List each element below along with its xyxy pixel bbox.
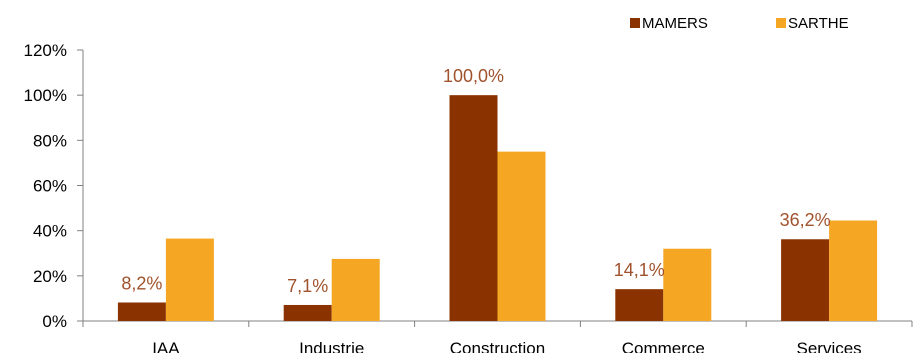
y-tick-label: 40% [33, 222, 67, 241]
y-tick-label: 100% [24, 86, 67, 105]
legend-swatch-mamers [630, 18, 640, 28]
data-label-construction: 100,0% [443, 66, 504, 86]
data-label-industrie: 7,1% [287, 276, 328, 296]
bar-mamers-industrie [283, 304, 332, 321]
bar-sarthe-services [829, 220, 878, 321]
bar-mamers-construction [449, 95, 498, 322]
data-label-iaa: 8,2% [121, 273, 162, 293]
y-tick-label: 120% [24, 41, 67, 60]
x-tick-label: Commerce [622, 339, 705, 353]
x-tick-label: Services [797, 339, 862, 353]
bar-mamers-iaa [117, 302, 166, 321]
data-label-commerce: 14,1% [614, 260, 665, 280]
x-tick-label: IAA [152, 339, 180, 353]
bar-sarthe-construction [497, 151, 546, 321]
bars [117, 95, 878, 322]
y-tick-label: 60% [33, 177, 67, 196]
bar-sarthe-iaa [165, 238, 214, 321]
axes: 0% 20% 40% 60% 80% 100% 120% IAA Industrie Constr… [24, 41, 913, 358]
x-tick-label: Industrie [299, 339, 364, 353]
bar-mamers-services [781, 239, 830, 321]
data-label-services: 36,2% [780, 210, 831, 230]
bar-mamers-commerce [615, 289, 664, 321]
y-tick-label: 80% [33, 131, 67, 150]
data-labels: 8,2% 7,1% 100,0% 14,1% 36,2% [121, 66, 830, 296]
y-tick-label: 0% [42, 312, 67, 331]
bar-sarthe-commerce [663, 248, 712, 321]
x-tick-label: Construction [450, 339, 545, 353]
y-tick-label: 20% [33, 267, 67, 286]
bar-sarthe-industrie [331, 258, 380, 321]
legend-label-mamers: MAMERS [642, 15, 708, 32]
legend-swatch-sarthe [776, 18, 786, 28]
legend: MAMERS SARTHE [630, 15, 849, 32]
legend-label-sarthe: SARTHE [788, 15, 849, 32]
